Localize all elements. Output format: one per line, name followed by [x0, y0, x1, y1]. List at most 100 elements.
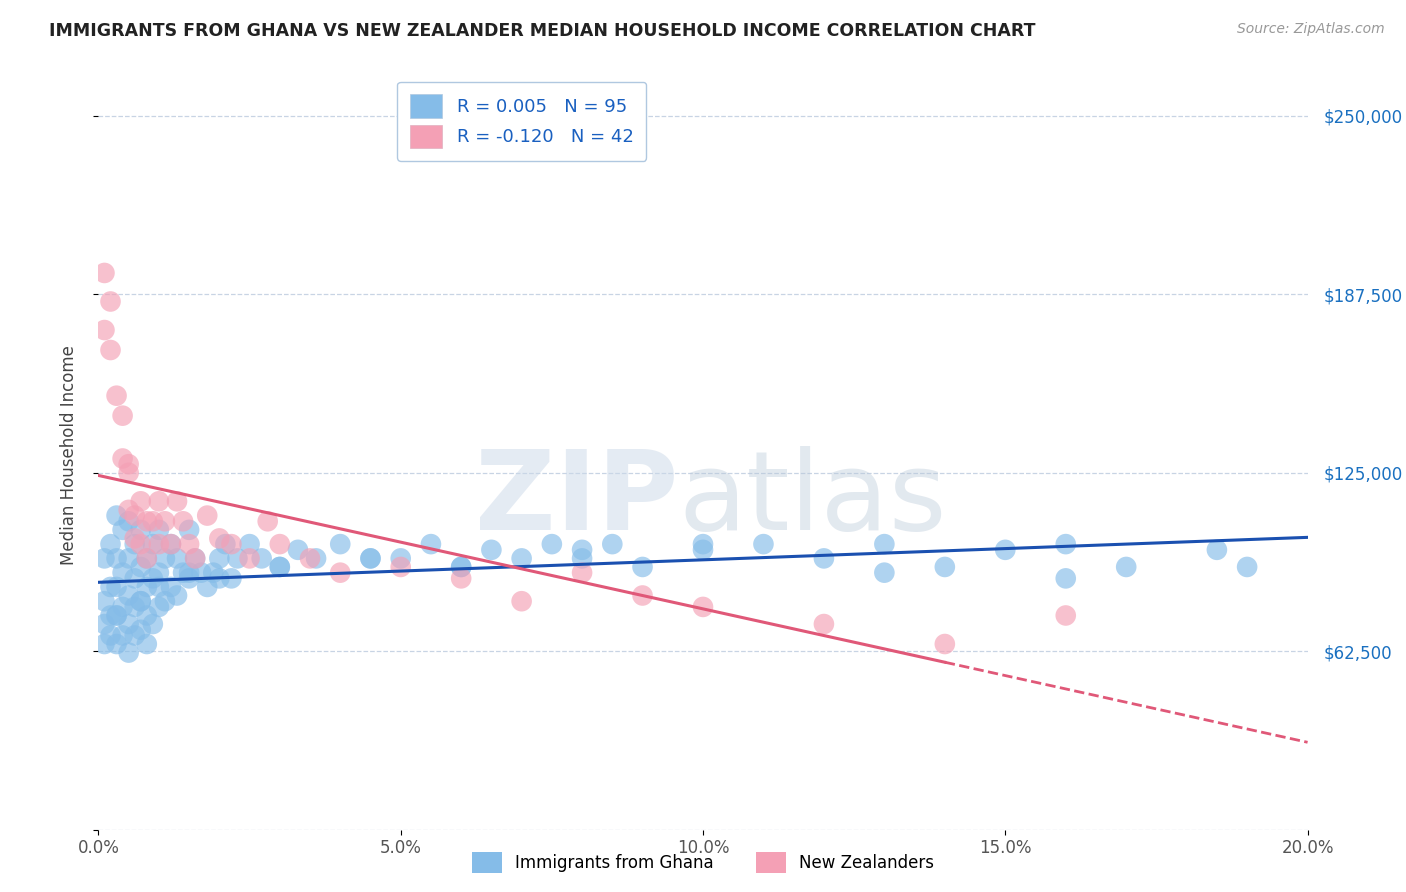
Point	[124, 571, 146, 585]
Point	[239, 537, 262, 551]
Point	[172, 566, 194, 580]
Text: IMMIGRANTS FROM GHANA VS NEW ZEALANDER MEDIAN HOUSEHOLD INCOME CORRELATION CHART: IMMIGRANTS FROM GHANA VS NEW ZEALANDER M…	[49, 22, 1036, 40]
Point	[111, 409, 134, 423]
Point	[481, 542, 503, 557]
Point	[1054, 537, 1077, 551]
Point	[129, 623, 152, 637]
Point	[190, 566, 212, 580]
Point	[208, 571, 231, 585]
Point	[105, 608, 128, 623]
Point	[250, 551, 273, 566]
Point	[184, 551, 207, 566]
Point	[1236, 560, 1258, 574]
Point	[450, 571, 472, 585]
Point	[202, 566, 225, 580]
Point	[118, 457, 141, 471]
Point	[100, 628, 122, 642]
Point	[135, 551, 157, 566]
Point	[208, 551, 231, 566]
Point	[129, 523, 152, 537]
Point	[631, 560, 654, 574]
Point	[692, 537, 714, 551]
Point	[148, 494, 170, 508]
Point	[389, 551, 412, 566]
Point	[135, 637, 157, 651]
Point	[1206, 542, 1229, 557]
Point	[184, 551, 207, 566]
Point	[129, 537, 152, 551]
Point	[221, 571, 243, 585]
Point	[111, 451, 134, 466]
Point	[873, 566, 896, 580]
Point	[118, 551, 141, 566]
Point	[450, 560, 472, 574]
Point	[287, 542, 309, 557]
Point	[160, 537, 183, 551]
Point	[195, 580, 218, 594]
Point	[93, 323, 115, 337]
Point	[179, 523, 201, 537]
Point	[160, 537, 183, 551]
Point	[142, 537, 165, 551]
Point	[148, 537, 170, 551]
Point	[153, 514, 176, 528]
Point	[93, 594, 115, 608]
Text: atlas: atlas	[679, 446, 948, 553]
Point	[179, 566, 201, 580]
Point	[111, 523, 134, 537]
Point	[179, 537, 201, 551]
Point	[135, 608, 157, 623]
Point	[221, 537, 243, 551]
Point	[100, 537, 122, 551]
Point	[540, 537, 562, 551]
Point	[752, 537, 775, 551]
Point	[105, 580, 128, 594]
Point	[329, 566, 352, 580]
Point	[93, 266, 115, 280]
Point	[105, 389, 128, 403]
Point	[100, 608, 122, 623]
Point	[934, 637, 956, 651]
Point	[124, 532, 146, 546]
Point	[269, 537, 291, 551]
Point	[994, 542, 1017, 557]
Point	[111, 599, 134, 614]
Point	[166, 551, 188, 566]
Point	[208, 532, 231, 546]
Point	[692, 599, 714, 614]
Point	[239, 551, 262, 566]
Point	[129, 560, 152, 574]
Point	[510, 594, 533, 608]
Point	[153, 551, 176, 566]
Point	[105, 508, 128, 523]
Point	[124, 628, 146, 642]
Point	[813, 551, 835, 566]
Text: Source: ZipAtlas.com: Source: ZipAtlas.com	[1237, 22, 1385, 37]
Point	[118, 617, 141, 632]
Point	[360, 551, 382, 566]
Point	[148, 523, 170, 537]
Point	[142, 571, 165, 585]
Point	[510, 551, 533, 566]
Point	[692, 542, 714, 557]
Point	[299, 551, 322, 566]
Point	[105, 551, 128, 566]
Point	[105, 608, 128, 623]
Point	[166, 494, 188, 508]
Point	[269, 560, 291, 574]
Y-axis label: Median Household Income: Median Household Income	[59, 345, 77, 565]
Point	[1054, 608, 1077, 623]
Point	[135, 580, 157, 594]
Point	[166, 589, 188, 603]
Point	[148, 599, 170, 614]
Point	[873, 537, 896, 551]
Text: ZIP: ZIP	[475, 446, 679, 553]
Legend: Immigrants from Ghana, New Zealanders: Immigrants from Ghana, New Zealanders	[465, 846, 941, 880]
Point	[142, 514, 165, 528]
Point	[142, 617, 165, 632]
Point	[226, 551, 249, 566]
Point	[129, 594, 152, 608]
Point	[148, 566, 170, 580]
Point	[100, 580, 122, 594]
Point	[118, 514, 141, 528]
